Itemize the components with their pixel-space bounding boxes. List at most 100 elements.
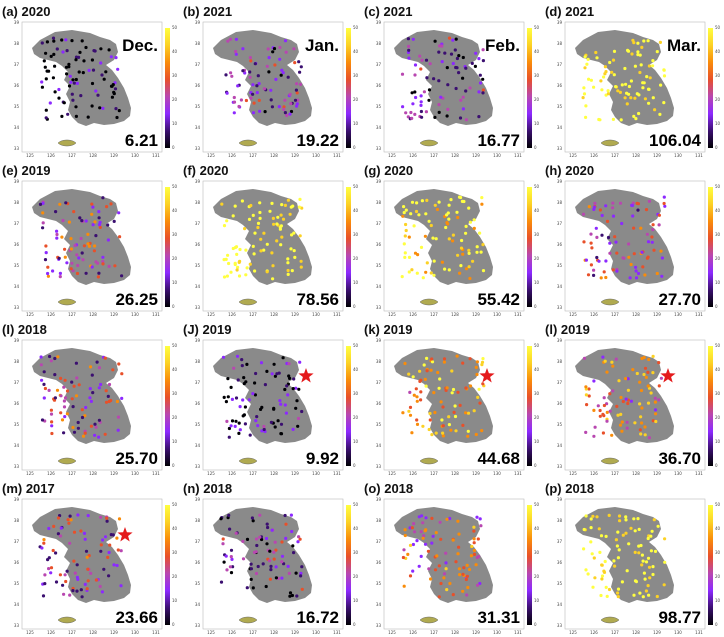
station-point bbox=[87, 244, 91, 248]
station-point bbox=[445, 66, 449, 70]
station-point bbox=[254, 571, 259, 576]
lon-tick-label: 127 bbox=[249, 153, 257, 158]
station-point bbox=[296, 416, 301, 421]
station-point bbox=[298, 197, 302, 201]
station-point bbox=[471, 259, 475, 263]
lat-tick-label: 37 bbox=[557, 221, 563, 226]
station-point bbox=[245, 586, 249, 590]
station-point bbox=[292, 47, 296, 51]
station-point bbox=[77, 256, 81, 260]
lon-tick-label: 129 bbox=[110, 630, 118, 635]
station-point bbox=[258, 201, 262, 205]
map-panel: (g) 2020 125 126 127 128 129 130 131 33 34 35 36 37 3… bbox=[362, 159, 540, 317]
station-point bbox=[411, 542, 415, 547]
station-point bbox=[229, 71, 233, 75]
station-point bbox=[603, 65, 607, 69]
station-point bbox=[299, 574, 303, 578]
station-point bbox=[247, 398, 251, 402]
lat-tick-label: 38 bbox=[376, 200, 382, 205]
station-point bbox=[95, 360, 99, 364]
station-point bbox=[295, 102, 299, 106]
station-point bbox=[583, 66, 587, 70]
station-point bbox=[61, 50, 65, 54]
station-point bbox=[88, 365, 93, 369]
station-point bbox=[604, 275, 608, 280]
station-point bbox=[67, 220, 71, 224]
colorbar-tick-label: 0 bbox=[353, 145, 356, 150]
lon-tick-label: 126 bbox=[47, 630, 55, 635]
station-point bbox=[62, 399, 66, 403]
station-point bbox=[117, 362, 121, 366]
station-point bbox=[299, 65, 303, 69]
colorbar-tick-label: 30 bbox=[353, 232, 359, 237]
station-point bbox=[585, 62, 589, 66]
station-point bbox=[295, 399, 299, 403]
lon-tick-label: 125 bbox=[207, 153, 215, 158]
lat-tick-label: 34 bbox=[14, 284, 20, 289]
station-point bbox=[261, 562, 265, 566]
station-point bbox=[584, 385, 588, 389]
station-point bbox=[260, 429, 264, 433]
station-point bbox=[115, 399, 119, 404]
station-point bbox=[645, 232, 649, 236]
station-point bbox=[631, 38, 635, 42]
station-point bbox=[294, 88, 298, 92]
station-point bbox=[280, 576, 284, 580]
station-point bbox=[289, 109, 294, 114]
station-point bbox=[634, 269, 638, 273]
station-point bbox=[611, 201, 615, 205]
station-point bbox=[642, 372, 646, 377]
station-point bbox=[236, 378, 240, 382]
station-point bbox=[75, 81, 79, 85]
colorbar-tick-label: 20 bbox=[353, 256, 359, 261]
station-point bbox=[109, 55, 113, 59]
station-point bbox=[582, 86, 586, 90]
station-point bbox=[444, 225, 448, 230]
station-point bbox=[42, 382, 46, 386]
station-point bbox=[605, 402, 609, 406]
station-point bbox=[415, 539, 419, 543]
station-point bbox=[480, 196, 484, 200]
station-point bbox=[456, 215, 460, 220]
station-point bbox=[248, 75, 252, 79]
station-point bbox=[98, 220, 102, 224]
station-point bbox=[69, 80, 73, 84]
station-point bbox=[93, 422, 97, 426]
station-point bbox=[618, 423, 623, 427]
station-point bbox=[417, 515, 421, 519]
station-point bbox=[454, 560, 458, 564]
station-point bbox=[429, 577, 433, 581]
colorbar-tick-label: 10 bbox=[534, 439, 540, 444]
colorbar-tick-label: 50 bbox=[534, 184, 540, 189]
station-point bbox=[55, 47, 59, 51]
station-point bbox=[427, 88, 432, 92]
station-point bbox=[437, 103, 441, 107]
station-point bbox=[228, 37, 232, 41]
station-point bbox=[420, 115, 424, 119]
station-point bbox=[648, 76, 652, 80]
lat-tick-label: 37 bbox=[376, 62, 382, 67]
land-mass bbox=[32, 348, 131, 444]
map-plot: 125 126 127 128 129 130 1313334353637383901020… bbox=[14, 20, 178, 158]
station-point bbox=[96, 261, 100, 265]
station-point bbox=[615, 404, 619, 408]
station-point bbox=[273, 374, 277, 378]
station-point bbox=[404, 222, 408, 227]
station-point bbox=[413, 63, 418, 67]
station-point bbox=[82, 244, 86, 248]
station-point bbox=[234, 49, 238, 54]
station-point bbox=[265, 522, 269, 526]
station-point bbox=[629, 526, 633, 530]
station-point bbox=[98, 225, 102, 229]
station-point bbox=[71, 589, 75, 593]
lat-tick-label: 36 bbox=[557, 242, 563, 247]
station-point bbox=[611, 364, 615, 368]
station-point bbox=[647, 357, 651, 362]
station-point bbox=[590, 552, 594, 556]
panel-label: (J) 2019 bbox=[183, 322, 232, 337]
colorbar-tick-label: 50 bbox=[172, 184, 178, 189]
station-point bbox=[437, 595, 441, 599]
station-point bbox=[475, 372, 479, 377]
station-point bbox=[468, 384, 473, 388]
station-point bbox=[118, 235, 122, 239]
